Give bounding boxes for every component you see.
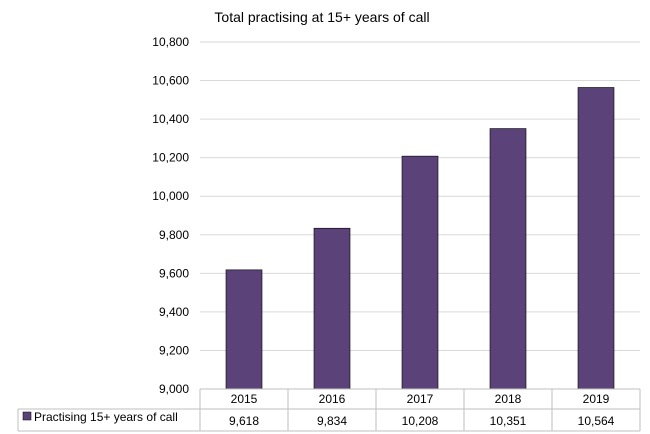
y-tick-label: 10,600 (152, 74, 189, 88)
x-tick-label: 2018 (495, 392, 522, 406)
x-tick-label: 2015 (231, 392, 258, 406)
bar-2015 (225, 269, 263, 390)
y-tick-label: 10,000 (152, 189, 189, 203)
x-tick-label: 2016 (319, 392, 346, 406)
x-tick-label: 2017 (407, 392, 434, 406)
y-tick-label: 10,400 (152, 112, 189, 126)
chart-title: Total practising at 15+ years of call (214, 9, 429, 25)
bar-2019 (577, 87, 615, 390)
y-axis: 9,000 9,200 9,400 9,600 9,800 10,000 10,200 10,… (152, 35, 189, 396)
data-table-value: 10,351 (490, 414, 527, 428)
y-tick-label: 10,200 (152, 151, 189, 165)
data-table: Practising 15+ years of call 2015 9,618 20… (17, 388, 641, 432)
y-tick-label: 9,600 (159, 266, 189, 280)
y-tick-label: 9,400 (159, 305, 189, 319)
y-tick-label: 9,000 (159, 382, 189, 396)
y-tick-label: 9,800 (159, 228, 189, 242)
bar-2017 (401, 155, 439, 390)
bar-2016 (313, 227, 351, 390)
legend-swatch (22, 411, 32, 421)
bars (225, 87, 615, 390)
x-tick-label: 2019 (583, 392, 610, 406)
data-table-value: 10,208 (402, 414, 439, 428)
data-table-value: 9,618 (229, 414, 259, 428)
bar-2018 (489, 128, 527, 390)
y-tick-label: 9,200 (159, 343, 189, 357)
legend-series-name: Practising 15+ years of call (34, 410, 178, 424)
data-table-value: 9,834 (317, 414, 347, 428)
data-table-value: 10,564 (578, 414, 615, 428)
y-tick-label: 10,800 (152, 35, 189, 49)
